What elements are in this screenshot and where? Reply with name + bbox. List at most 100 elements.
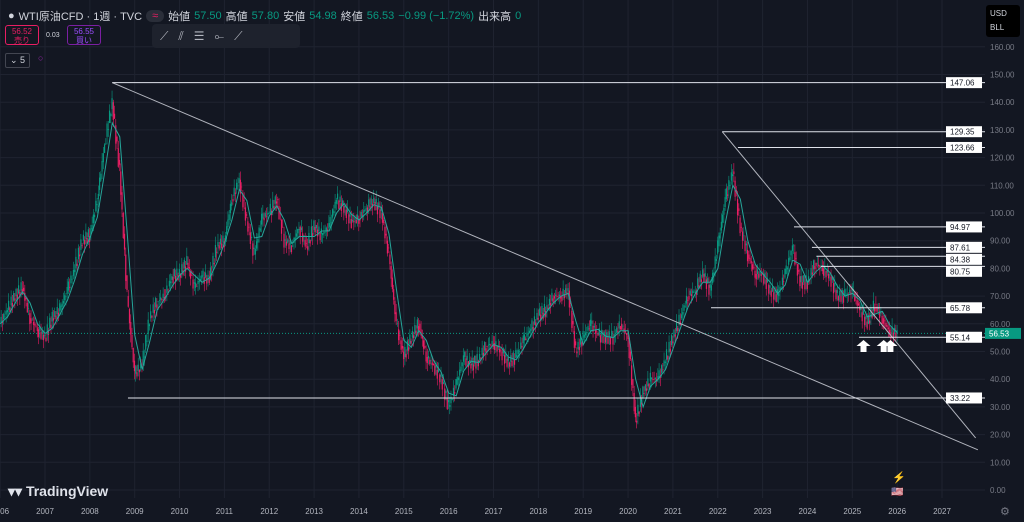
candle (422, 340, 425, 349)
candle (189, 271, 192, 279)
candle (869, 320, 871, 324)
drawing-toolbar: ⟋ ⫽ ☰ ⟜ ⟋ (152, 24, 300, 48)
candle (475, 362, 477, 369)
settings-gear-icon[interactable]: ⚙ (1000, 506, 1010, 518)
candle (239, 179, 241, 194)
candle (660, 365, 663, 373)
candle (242, 193, 244, 208)
candle (501, 351, 503, 361)
candle (521, 345, 523, 348)
candle (506, 358, 508, 367)
candle (100, 173, 102, 181)
x-tick-label: 2014 (350, 507, 368, 516)
candle (778, 293, 780, 297)
candle (780, 287, 782, 289)
candle (388, 247, 390, 249)
candle (126, 275, 128, 290)
candle (816, 263, 818, 265)
sell-button[interactable]: 56.52 売り (5, 25, 39, 45)
candle (5, 311, 7, 315)
candle (244, 207, 246, 221)
candle (282, 226, 284, 228)
candle (166, 285, 168, 293)
candle (143, 356, 146, 358)
x-tick-label: 2012 (260, 507, 278, 516)
candle (699, 273, 701, 283)
compare-toggle-icon[interactable]: ≈ (146, 10, 165, 22)
candle (578, 346, 580, 351)
indicators-toggle[interactable]: ⌄ 5 (5, 53, 31, 68)
trendline-tool-icon[interactable]: ⟋ (160, 28, 169, 43)
candle (457, 377, 460, 381)
candle (741, 231, 744, 241)
candle (268, 212, 270, 214)
candle (616, 327, 618, 334)
up-arrow-marker (883, 340, 898, 352)
symbol-title[interactable]: WTI原油CFD · 1週 · TVC (18, 11, 143, 23)
candle (233, 187, 235, 196)
candle (260, 213, 263, 225)
x-tick-label: 2023 (754, 507, 772, 516)
candle (389, 254, 391, 265)
candle (485, 348, 487, 353)
candle (76, 263, 78, 267)
circle-icon[interactable]: ○ (38, 53, 44, 63)
candle (683, 305, 685, 311)
candle (612, 337, 614, 345)
candle (269, 203, 271, 213)
candle (591, 320, 593, 324)
candle (593, 325, 595, 328)
candle (290, 245, 293, 253)
candle (391, 277, 394, 290)
candle (97, 193, 99, 200)
last-price-label: 56.53 (989, 329, 1010, 338)
parallel-channel-tool-icon[interactable]: ⫽ (178, 28, 184, 43)
oil-drop-icon: ● (8, 10, 15, 22)
candle (346, 208, 349, 213)
candle (551, 292, 553, 301)
tradingview-logo[interactable]: ▾▾ TradingView (8, 483, 109, 499)
level-label: 147.06 (950, 79, 975, 88)
y-tick-label: 50.00 (990, 348, 1011, 357)
candle (749, 257, 751, 262)
candle (849, 289, 851, 294)
candle (122, 213, 124, 239)
candle (364, 209, 366, 212)
candle (188, 267, 190, 269)
ray-tool-icon[interactable]: ⟋ (234, 28, 243, 43)
candle (234, 192, 237, 194)
candle (508, 362, 511, 367)
candle (101, 160, 103, 172)
low-value: 54.98 (309, 10, 337, 22)
candle (603, 331, 605, 337)
candle (670, 335, 673, 346)
fib-tool-icon[interactable]: ☰ (193, 29, 205, 43)
trendline (721, 131, 977, 439)
candle (285, 241, 288, 246)
candle (785, 265, 787, 274)
candle (178, 269, 180, 275)
candle (771, 286, 774, 292)
candle (80, 239, 82, 250)
candle (774, 287, 776, 294)
lightning-event-icon[interactable]: ⚡ (892, 472, 906, 484)
candle (113, 113, 116, 119)
us-flag-event-icon[interactable]: 🇺🇸 (891, 487, 904, 498)
candle (30, 318, 32, 324)
candle (669, 348, 671, 352)
candle (120, 171, 122, 195)
buy-button[interactable]: 56.55 買い (67, 25, 101, 45)
candle (817, 264, 820, 266)
candle (181, 264, 183, 273)
candle (237, 185, 239, 187)
currency-unit-selector[interactable]: USD BLL (986, 5, 1020, 37)
horizontal-ray-tool-icon[interactable]: ⟜ (214, 28, 225, 43)
candle (243, 200, 245, 202)
candle (563, 294, 565, 299)
candle (885, 322, 887, 327)
candle (196, 285, 198, 287)
candle (652, 379, 654, 380)
candle (61, 303, 63, 307)
x-tick-label: 2021 (664, 507, 682, 516)
